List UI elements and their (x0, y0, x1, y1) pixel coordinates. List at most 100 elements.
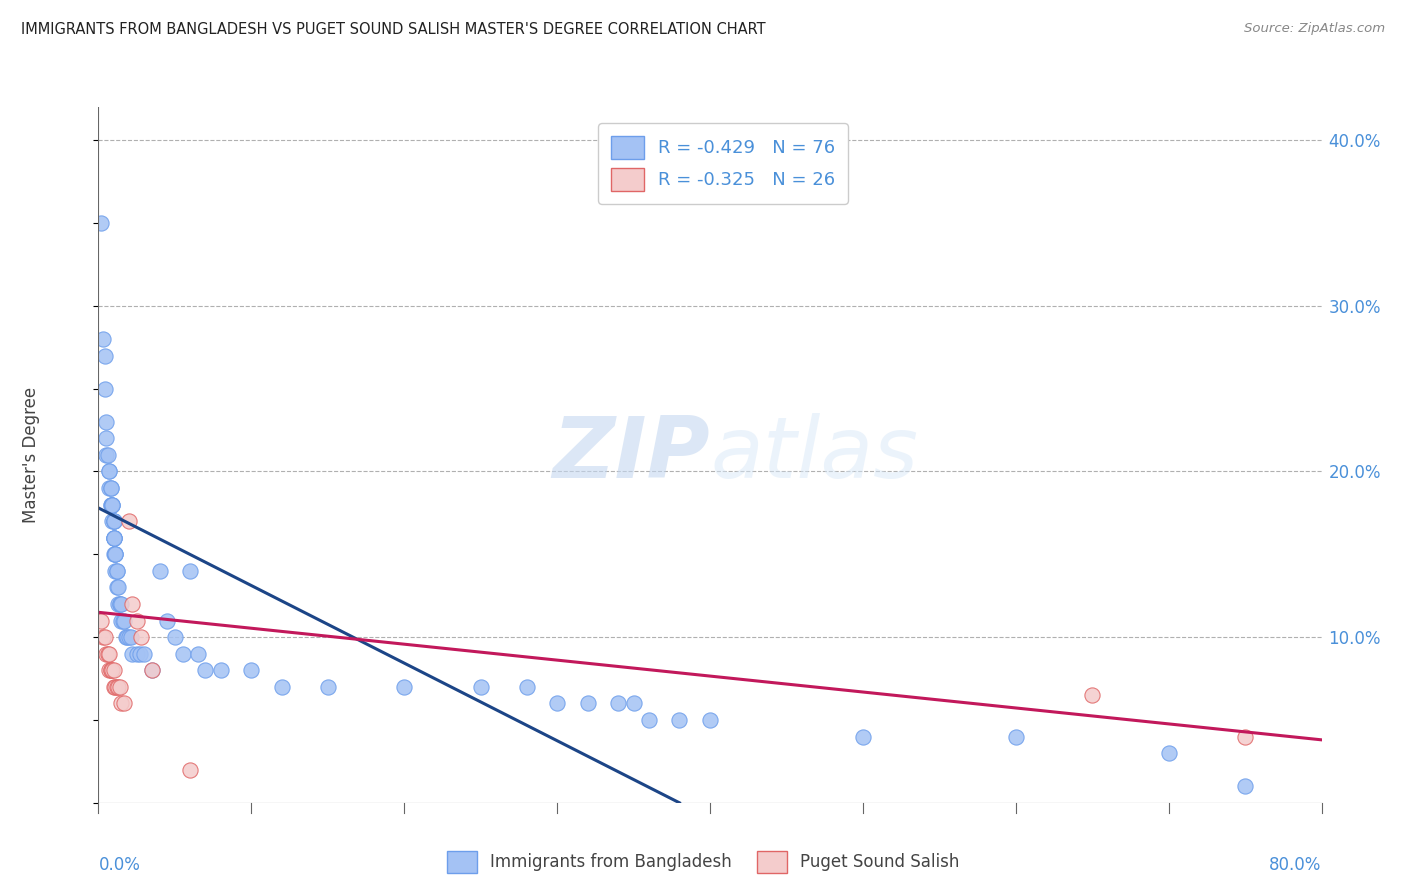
Point (108, 680, 131, 694)
Point (93, 382, 115, 396)
Point (118, 514, 141, 528)
Point (94, 647, 117, 661)
Point (1157, 746, 1180, 760)
Point (134, 647, 156, 661)
Text: 0.0%: 0.0% (98, 855, 141, 874)
Point (101, 498, 124, 512)
Point (120, 630, 142, 644)
Point (91, 332, 114, 346)
Point (316, 680, 339, 694)
Point (104, 547, 127, 561)
Point (576, 697, 599, 711)
Legend: R = -0.429   N = 76, R = -0.325   N = 26: R = -0.429 N = 76, R = -0.325 N = 26 (599, 123, 848, 203)
Point (112, 614, 135, 628)
Point (179, 763, 201, 777)
Point (187, 647, 209, 661)
Point (623, 697, 645, 711)
Point (101, 498, 124, 512)
Point (103, 531, 125, 545)
Point (97, 647, 120, 661)
Point (100, 663, 122, 677)
Point (852, 730, 875, 744)
Text: Master's Degree: Master's Degree (22, 387, 41, 523)
Point (91, 630, 114, 644)
Point (125, 614, 148, 628)
Point (1234, 730, 1257, 744)
Point (103, 531, 125, 545)
Point (607, 697, 630, 711)
Point (103, 663, 125, 677)
Point (107, 581, 129, 595)
Legend: Immigrants from Bangladesh, Puget Sound Salish: Immigrants from Bangladesh, Puget Sound … (440, 845, 966, 880)
Point (516, 680, 538, 694)
Point (1081, 688, 1104, 702)
Point (637, 713, 661, 727)
Point (110, 697, 132, 711)
Point (100, 663, 122, 677)
Point (107, 597, 129, 611)
Point (392, 680, 416, 694)
Point (270, 680, 292, 694)
Text: atlas: atlas (710, 413, 918, 497)
Point (121, 597, 143, 611)
Point (129, 630, 152, 644)
Point (93, 630, 115, 644)
Point (104, 547, 127, 561)
Point (105, 680, 128, 694)
Point (105, 564, 128, 578)
Point (149, 564, 172, 578)
Point (108, 597, 131, 611)
Point (103, 514, 125, 528)
Point (110, 597, 132, 611)
Text: Source: ZipAtlas.com: Source: ZipAtlas.com (1244, 22, 1385, 36)
Point (90, 614, 112, 628)
Point (103, 514, 125, 528)
Point (98, 465, 121, 479)
Text: IMMIGRANTS FROM BANGLADESH VS PUGET SOUND SALISH MASTER'S DEGREE CORRELATION CHA: IMMIGRANTS FROM BANGLADESH VS PUGET SOUN… (21, 22, 766, 37)
Point (100, 498, 122, 512)
Point (100, 481, 122, 495)
Point (141, 663, 163, 677)
Point (117, 630, 139, 644)
Point (107, 680, 129, 694)
Point (100, 498, 122, 512)
Point (668, 713, 690, 727)
Point (115, 630, 138, 644)
Point (105, 581, 128, 595)
Point (104, 564, 127, 578)
Point (156, 614, 179, 628)
Point (108, 597, 131, 611)
Point (1234, 779, 1257, 793)
Point (98, 663, 121, 677)
Point (118, 630, 141, 644)
Point (546, 697, 568, 711)
Point (104, 680, 127, 694)
Point (125, 647, 148, 661)
Point (470, 680, 492, 694)
Point (103, 514, 125, 528)
Point (94, 431, 117, 445)
Point (98, 647, 121, 661)
Point (97, 448, 120, 462)
Point (163, 630, 186, 644)
Point (1004, 730, 1026, 744)
Point (103, 680, 125, 694)
Point (128, 647, 150, 661)
Point (699, 713, 721, 727)
Point (179, 564, 201, 578)
Point (93, 349, 115, 363)
Point (103, 547, 125, 561)
Point (141, 663, 163, 677)
Point (103, 531, 125, 545)
Point (98, 481, 121, 495)
Point (94, 415, 117, 429)
Point (100, 481, 122, 495)
Point (105, 564, 128, 578)
Point (110, 614, 132, 628)
Point (172, 647, 194, 661)
Point (90, 216, 112, 230)
Text: 80.0%: 80.0% (1270, 855, 1322, 874)
Point (104, 547, 127, 561)
Point (209, 663, 232, 677)
Point (194, 663, 217, 677)
